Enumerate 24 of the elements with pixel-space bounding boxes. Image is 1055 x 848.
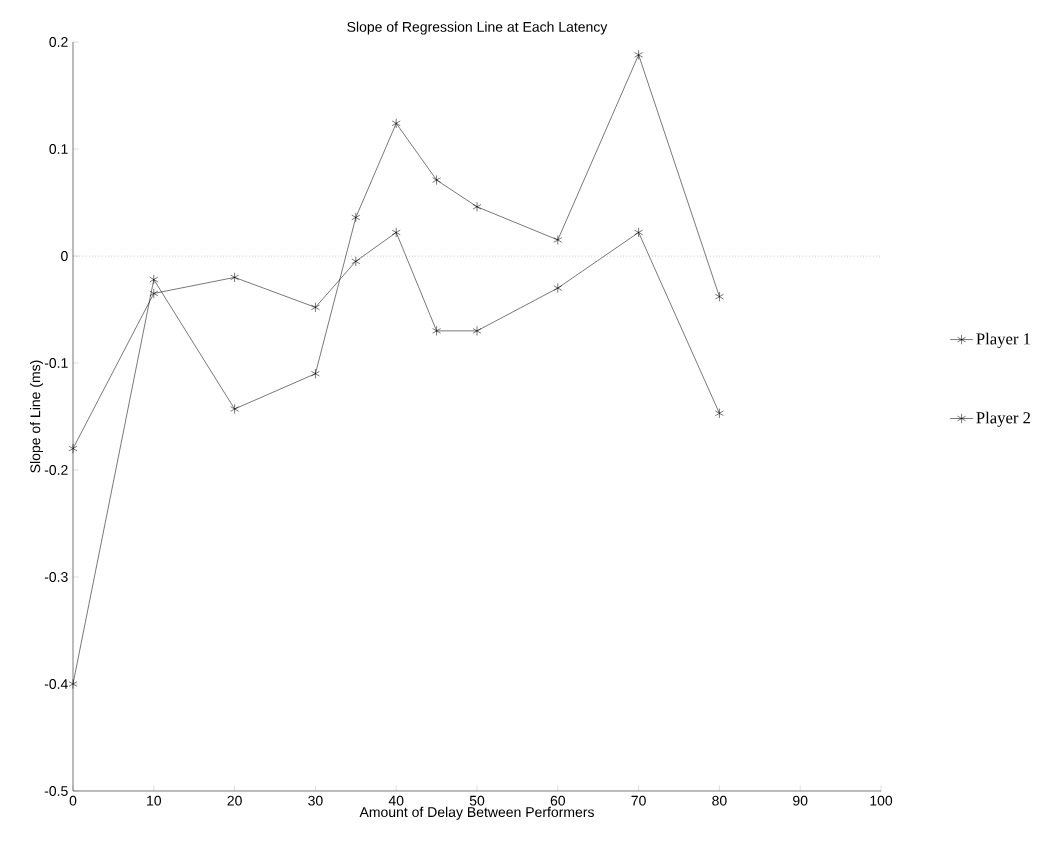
x-tick-label: 20 <box>227 795 242 806</box>
x-tick-label: 0 <box>69 795 77 806</box>
y-tick-label: -0.4 <box>44 679 68 689</box>
x-tick-label: 10 <box>147 795 162 806</box>
x-tick-label: 30 <box>308 795 323 806</box>
y-tick-label: -0.2 <box>44 465 68 475</box>
y-tick-label: -0.1 <box>44 358 68 368</box>
x-tick-label: 100 <box>870 795 893 806</box>
x-axis-title: Amount of Delay Between Performers <box>359 806 594 820</box>
x-tick-label: 70 <box>631 795 646 806</box>
legend-label: Player 2 <box>976 411 1031 427</box>
y-axis-title: Slope of Line (ms) <box>29 360 44 473</box>
y-tick-label: -0.5 <box>44 786 68 796</box>
x-tick-label: 80 <box>712 795 727 806</box>
y-tick-label: 0.2 <box>49 37 68 47</box>
y-tick-label: -0.3 <box>44 572 68 582</box>
y-tick-label: 0.1 <box>49 144 68 154</box>
x-tick-label: 40 <box>388 795 404 806</box>
x-tick-label: 60 <box>550 795 566 806</box>
legend-label: Player 1 <box>976 332 1030 348</box>
x-tick-label: 50 <box>469 795 485 806</box>
y-tick-label: 0 <box>61 251 68 261</box>
chart-title: Slope of Regression Line at Each Latency <box>347 21 608 35</box>
x-tick-label: 90 <box>793 795 808 806</box>
